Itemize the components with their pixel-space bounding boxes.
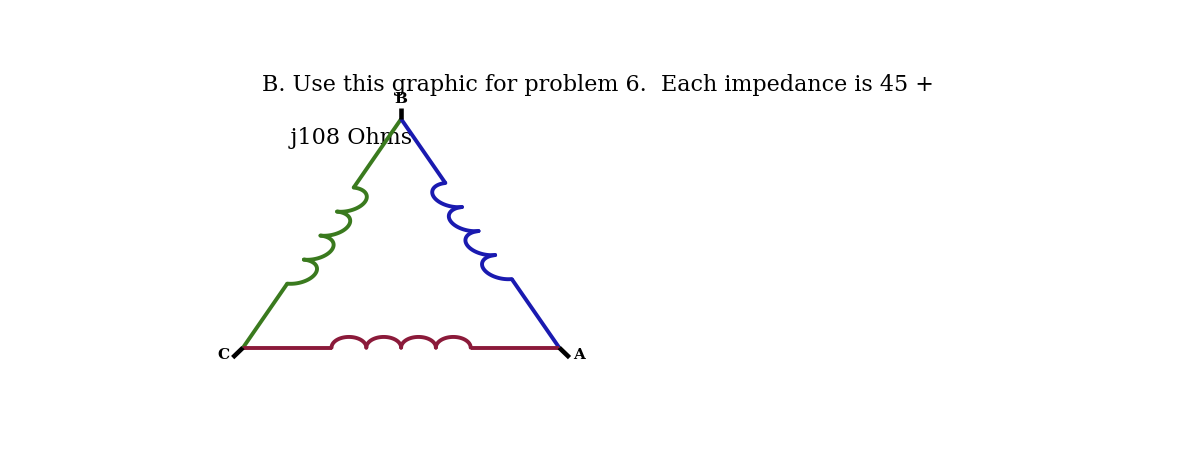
Text: j108 Ohms: j108 Ohms <box>262 127 412 149</box>
Text: B: B <box>395 92 408 106</box>
Text: B. Use this graphic for problem 6.  Each impedance is 45 +: B. Use this graphic for problem 6. Each … <box>262 74 934 95</box>
Text: C: C <box>217 347 229 361</box>
Text: A: A <box>574 347 586 361</box>
